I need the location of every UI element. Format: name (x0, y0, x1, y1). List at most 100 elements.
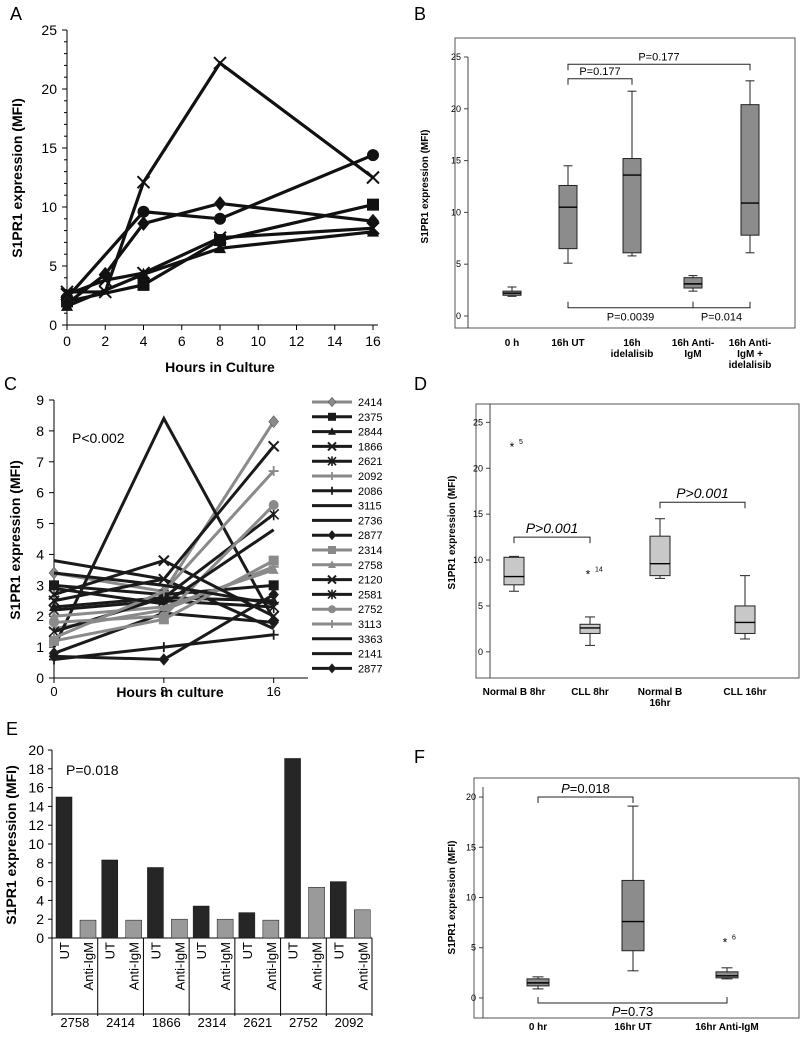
panel-c-legend-label: 3115 (358, 501, 382, 513)
panel-a-x-tick-label: 14 (327, 333, 343, 349)
panel-c-point-2375 (268, 580, 279, 591)
panel-e-group-label: 2314 (198, 1015, 227, 1030)
panel-c-point-3113 (158, 586, 169, 597)
panel-a-point-triangle (61, 299, 73, 311)
panel-e-bar-label: Anti-IgM (81, 942, 96, 990)
panel-b-p-value: P=0.0039 (607, 312, 654, 324)
panel-e-bar-label: Anti-IgM (127, 942, 142, 990)
panel-c-point-2877 (48, 649, 60, 663)
panel-a-x-tick-label: 6 (178, 333, 186, 349)
panel-e-bar-UT (101, 859, 118, 939)
panel-e-group-label: 1866 (152, 1015, 181, 1030)
panel-c-legend-marker (328, 412, 336, 421)
panel-b-category-label: 16h UT (551, 338, 584, 349)
panel-c-point-2758 (49, 610, 59, 621)
panel-f-category-label: 16hr Anti-IgM (695, 1022, 759, 1033)
panel-f-p-value: P=0.73 (612, 1004, 654, 1019)
panel-e-y-tick-label: 12 (28, 817, 44, 833)
panel-a-point-triangle (367, 225, 379, 237)
panel-a-series-line-triangle (66, 230, 374, 308)
panel-e-group-label: 2758 (60, 1015, 89, 1030)
panel-e-bar-label: UT (286, 942, 301, 959)
panel-d-box (503, 556, 525, 586)
panel-c-y-tick-label: 4 (36, 546, 44, 562)
panel-f-y-tick-label: 15 (466, 842, 476, 852)
panel-c-point-1866 (267, 440, 280, 453)
panel-c-legend-marker (328, 486, 336, 495)
panel-c-legend-label: 2877 (358, 530, 382, 542)
panel-e-bar-UT (192, 905, 210, 939)
panel-c-legend-marker (327, 663, 337, 674)
panel-d-bracket (513, 536, 591, 544)
panel-c-point-2752 (49, 617, 59, 628)
panel-c-y-tick-label: 2 (36, 608, 44, 624)
panel-a-x-tick-label: 2 (101, 333, 109, 349)
panel-b-y-label: S1PR1 expression (MFI) (420, 130, 431, 244)
panel-e-bar-Anti-IgM (262, 919, 280, 939)
panel-c-legend-label: 2375 (358, 412, 382, 424)
panel-d-category-label: CLL 8hr (571, 687, 609, 698)
panel-a-point-circle (367, 149, 379, 162)
panel-c-point-2375 (49, 580, 59, 591)
panel-e-group-label: 2092 (335, 1015, 364, 1030)
panel-c-legend-label: 1866 (358, 441, 382, 453)
panel-c-series-line-2141 (53, 571, 274, 606)
panel-c-y-tick-label: 5 (36, 516, 44, 532)
panel-d-y-tick-label: 15 (473, 509, 483, 519)
panel-c-legend-label: 2092 (358, 471, 382, 483)
panel-c-legend-marker (328, 427, 336, 435)
panel-c-point-2752 (158, 611, 169, 622)
panel-a-point-cross (366, 170, 380, 185)
panel-c-point-2877 (158, 653, 170, 666)
panel-e-y-tick-label: 14 (28, 798, 44, 814)
panel-c-y-tick-label: 7 (36, 454, 44, 470)
panel-c-point-2758 (158, 601, 169, 611)
panel-e-y-tick-label: 10 (28, 836, 44, 852)
panel-b-category-label: 16h Anti- (729, 338, 771, 349)
panel-e-group-label: 2414 (106, 1015, 135, 1030)
panel-c-y-tick-label: 1 (36, 639, 44, 655)
panel-f-outlier: * (723, 936, 728, 950)
panel-b-category-label: IgM + (737, 349, 763, 360)
panel-a-y-tick-label: 5 (49, 258, 57, 274)
panel-e-bar-Anti-IgM (171, 918, 188, 939)
panel-e-y-tick-label: 18 (28, 761, 44, 777)
panel-e-bar-label: Anti-IgM (264, 942, 279, 990)
panel-f-box (621, 879, 645, 952)
panel-c-legend-label: 2414 (358, 397, 382, 409)
panel-c-point-2877 (268, 588, 280, 601)
panel-b-bracket (692, 301, 751, 309)
panel-e-bar-Anti-IgM (216, 918, 234, 939)
panel-b-category-label: IgM (684, 349, 701, 360)
panel-e-bar-Anti-IgM (125, 919, 142, 939)
panel-c-y-tick-label: 6 (36, 485, 44, 501)
panel-f-y-tick-label: 0 (471, 993, 476, 1003)
panel-b-bracket (567, 63, 751, 71)
panel-b-category-label: idelalisib (611, 349, 654, 360)
panel-c-legend-label: 2758 (358, 560, 382, 572)
panel-d-outlier: * (586, 568, 591, 582)
panel-c-legend-label: 2736 (358, 515, 382, 527)
panel-c-point-2120 (158, 554, 170, 567)
panel-a-point-cross (136, 175, 151, 189)
panel-e-bar-label: Anti-IgM (310, 942, 325, 990)
panel-c-point-2581 (268, 508, 280, 521)
panel-b-y-tick-label: 0 (456, 311, 461, 321)
panel-c-legend-label: 2314 (358, 545, 382, 557)
panel-f-y-tick-label: 10 (466, 893, 476, 903)
panel-c-legend-marker (327, 396, 337, 408)
panel-a-point-diamond (213, 195, 227, 212)
panel-d-category-label: Normal B 8hr (483, 687, 546, 698)
panel-c-series-line-2736 (52, 415, 275, 648)
panel-e-y-tick-label: 2 (36, 911, 44, 927)
panel-e-y-tick-label: 4 (36, 892, 44, 908)
panel-d-box (649, 535, 671, 577)
panel-b-y-tick-label: 20 (451, 104, 461, 114)
panel-d-category-label: CLL 16hr (723, 687, 766, 698)
panel-a-point-square (367, 198, 379, 211)
panel-c-point-2120 (48, 588, 60, 601)
panel-d-p-value: P>0.001 (676, 485, 729, 501)
panel-c-point-2086 (158, 642, 169, 653)
panel-c-legend-label: 2086 (358, 486, 382, 498)
